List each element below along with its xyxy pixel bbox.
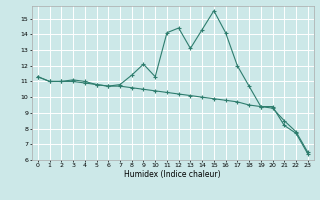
- X-axis label: Humidex (Indice chaleur): Humidex (Indice chaleur): [124, 170, 221, 179]
